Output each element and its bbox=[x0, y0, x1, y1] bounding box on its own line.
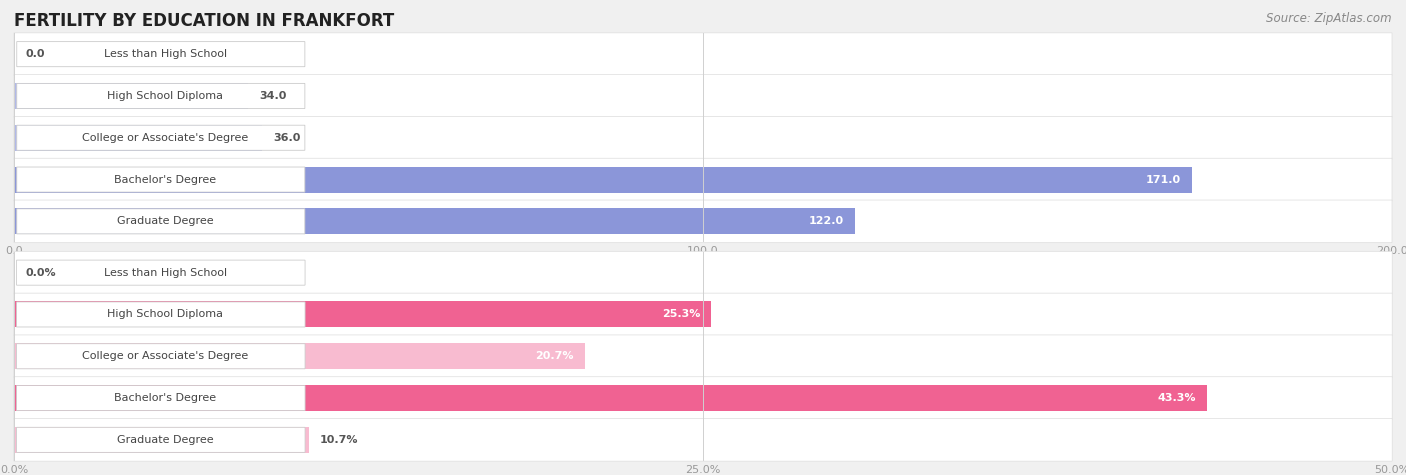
FancyBboxPatch shape bbox=[17, 386, 305, 410]
FancyBboxPatch shape bbox=[17, 209, 305, 234]
FancyBboxPatch shape bbox=[14, 418, 1392, 461]
FancyBboxPatch shape bbox=[14, 293, 1392, 336]
Bar bbox=[14, 167, 1192, 192]
FancyBboxPatch shape bbox=[17, 42, 305, 66]
Bar bbox=[14, 302, 711, 327]
Text: Bachelor's Degree: Bachelor's Degree bbox=[114, 393, 217, 403]
Text: 0.0: 0.0 bbox=[25, 49, 45, 59]
Text: 122.0: 122.0 bbox=[808, 216, 844, 227]
Text: Graduate Degree: Graduate Degree bbox=[117, 216, 214, 227]
Bar bbox=[14, 427, 309, 453]
Bar bbox=[14, 385, 1208, 411]
Text: FERTILITY BY EDUCATION IN FRANKFORT: FERTILITY BY EDUCATION IN FRANKFORT bbox=[14, 12, 394, 30]
Text: Graduate Degree: Graduate Degree bbox=[117, 435, 214, 445]
FancyBboxPatch shape bbox=[17, 428, 305, 452]
Text: 43.3%: 43.3% bbox=[1157, 393, 1197, 403]
Text: 171.0: 171.0 bbox=[1146, 174, 1181, 185]
FancyBboxPatch shape bbox=[17, 125, 305, 150]
FancyBboxPatch shape bbox=[14, 33, 1392, 76]
FancyBboxPatch shape bbox=[17, 260, 305, 285]
Text: High School Diploma: High School Diploma bbox=[107, 309, 224, 320]
FancyBboxPatch shape bbox=[17, 302, 305, 327]
FancyBboxPatch shape bbox=[14, 335, 1392, 378]
Text: 0.0%: 0.0% bbox=[25, 267, 56, 278]
Text: Source: ZipAtlas.com: Source: ZipAtlas.com bbox=[1267, 12, 1392, 25]
Text: Less than High School: Less than High School bbox=[104, 49, 226, 59]
Text: College or Associate's Degree: College or Associate's Degree bbox=[82, 351, 249, 361]
Bar bbox=[14, 343, 585, 369]
Text: Bachelor's Degree: Bachelor's Degree bbox=[114, 174, 217, 185]
FancyBboxPatch shape bbox=[14, 377, 1392, 419]
Bar bbox=[14, 209, 855, 234]
Text: 20.7%: 20.7% bbox=[534, 351, 574, 361]
Bar bbox=[14, 83, 249, 109]
FancyBboxPatch shape bbox=[17, 84, 305, 108]
Text: College or Associate's Degree: College or Associate's Degree bbox=[82, 133, 249, 143]
FancyBboxPatch shape bbox=[17, 344, 305, 369]
Text: 34.0: 34.0 bbox=[259, 91, 287, 101]
Text: Less than High School: Less than High School bbox=[104, 267, 226, 278]
FancyBboxPatch shape bbox=[17, 167, 305, 192]
FancyBboxPatch shape bbox=[14, 75, 1392, 117]
Text: 10.7%: 10.7% bbox=[321, 435, 359, 445]
Text: 36.0: 36.0 bbox=[273, 133, 301, 143]
FancyBboxPatch shape bbox=[14, 200, 1392, 243]
FancyBboxPatch shape bbox=[14, 251, 1392, 294]
FancyBboxPatch shape bbox=[14, 116, 1392, 159]
Text: High School Diploma: High School Diploma bbox=[107, 91, 224, 101]
FancyBboxPatch shape bbox=[14, 158, 1392, 201]
Bar bbox=[14, 125, 262, 151]
Text: 25.3%: 25.3% bbox=[662, 309, 700, 320]
